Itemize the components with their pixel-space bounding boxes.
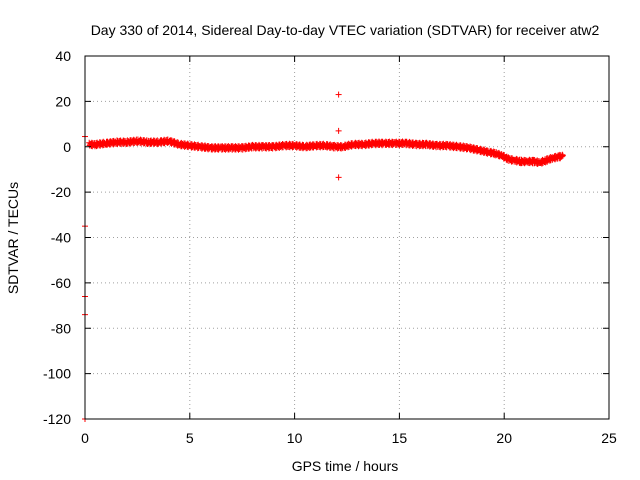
y-tick-label: -20 (51, 184, 71, 200)
x-tick-labels: 0 5 10 15 20 25 (81, 430, 617, 446)
x-tick-label: 10 (287, 430, 303, 446)
axis-ticks (84, 55, 610, 420)
x-tick-label: 0 (81, 430, 89, 446)
x-axis-label: GPS time / hours (292, 458, 399, 474)
y-tick-label: -60 (51, 275, 71, 291)
y-tick-label: 40 (55, 48, 71, 64)
x-tick-label: 15 (392, 430, 408, 446)
x-tick-label: 20 (496, 430, 512, 446)
y-tick-label: -120 (43, 411, 71, 427)
plot-frame (84, 55, 610, 420)
y-tick-label: -80 (51, 320, 71, 336)
data-series (82, 91, 566, 422)
x-tick-label: 25 (601, 430, 617, 446)
y-tick-label: -100 (43, 366, 71, 382)
series-points-dense (86, 136, 566, 167)
x-tick-label: 5 (186, 430, 194, 446)
data-point (335, 127, 342, 134)
chart-title: Day 330 of 2014, Sidereal Day-to-day VTE… (91, 22, 600, 38)
data-point (335, 91, 342, 98)
data-point (335, 174, 342, 181)
grid-lines (85, 56, 609, 419)
y-tick-label: 20 (55, 93, 71, 109)
y-axis-label: SDTVAR / TECUs (5, 182, 21, 294)
y-tick-label: -40 (51, 230, 71, 246)
y-tick-label: 0 (63, 139, 71, 155)
y-tick-labels: -120 -100 -80 -60 -40 -20 0 20 40 (43, 48, 71, 427)
